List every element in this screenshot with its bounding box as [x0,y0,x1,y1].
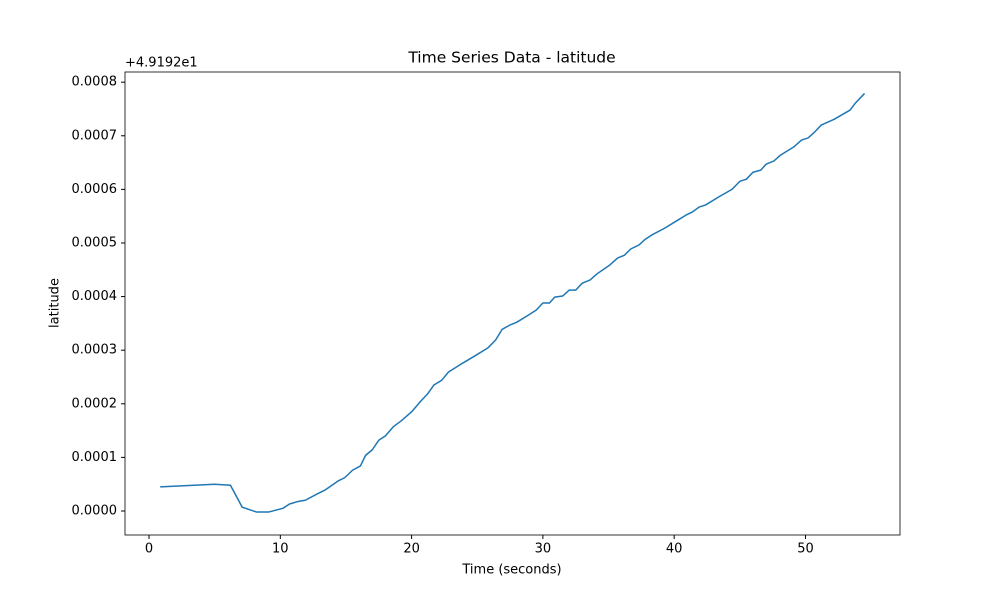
x-tick-label: 0 [145,542,153,557]
x-tick-label: 20 [403,542,420,557]
y-axis-label: latitude [48,278,63,328]
y-tick-label: 0.0001 [72,450,118,465]
x-tick-label: 50 [797,542,814,557]
y-tick-label: 0.0008 [72,75,118,90]
plot-frame [124,71,901,536]
y-tick-label: 0.0004 [72,289,118,304]
y-tick-label: 0.0000 [72,503,118,518]
y-tick-label: 0.0003 [72,343,118,358]
x-tick-label: 30 [535,542,552,557]
y-offset-label: +4.9192e1 [125,56,198,71]
y-tick-label: 0.0005 [72,235,118,250]
y-tick-label: 0.0002 [72,396,118,411]
chart-title: Time Series Data - latitude [407,49,615,67]
x-axis-label: Time (seconds) [461,563,561,578]
x-tick-label: 10 [272,542,289,557]
x-tick-label: 40 [666,542,683,557]
y-tick-label: 0.0007 [72,128,118,143]
y-tick-label: 0.0006 [72,182,118,197]
data-line [160,92,866,513]
